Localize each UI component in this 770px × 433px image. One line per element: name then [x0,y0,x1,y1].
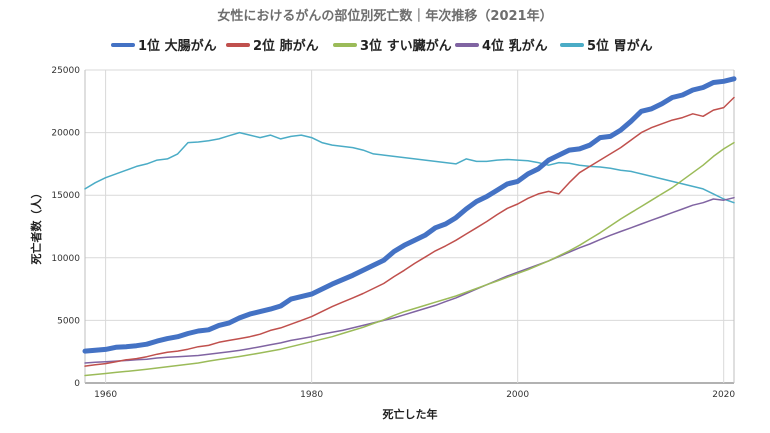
y-tick-label: 20000 [51,129,80,139]
y-tick-label: 25000 [51,66,80,76]
series-line [84,196,735,364]
legend-label: 2位 肺がん [253,38,319,54]
x-axis-label: 死亡した年 [383,407,438,421]
chart-title: 女性におけるがんの部位別死亡数｜年次推移（2021年） [217,8,552,24]
series-lines [82,76,737,377]
legend-label: 5位 胃がん [587,38,653,54]
axes: 0 5000 10000 15000 20000 25000 1960 1980 2000 202… [51,66,735,400]
y-tick-label: 15000 [51,191,80,201]
legend-label: 1位 大腸がん [138,38,217,54]
x-tick-label: 1980 [300,390,323,400]
legend-label: 4位 乳がん [482,38,548,54]
x-tick-label: 1960 [94,390,117,400]
gridlines [84,69,735,384]
series-line [82,76,737,354]
series-line [84,141,735,377]
legend: 1位 大腸がん 2位 肺がん 3位 すい臓がん 4位 乳がん 5位 胃がん [111,38,653,54]
y-tick-label: 5000 [57,316,80,326]
x-tick-label: 2000 [506,390,529,400]
series-line [84,96,735,367]
series-line [84,131,735,204]
legend-label: 3位 すい臓がん [360,38,452,54]
x-tick-label: 2020 [712,390,735,400]
y-tick-label: 10000 [51,254,80,264]
y-axis-label: 死亡者数（人） [29,188,43,265]
y-tick-label: 0 [74,379,80,389]
